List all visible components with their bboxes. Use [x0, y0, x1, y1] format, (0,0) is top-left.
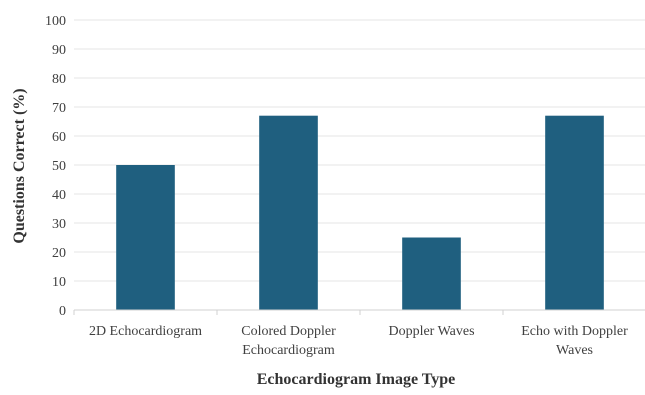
y-tick-label: 80 [52, 72, 66, 87]
x-category-label-line: Waves [556, 343, 593, 358]
y-tick-labels: 0 10 20 30 40 50 60 70 80 90 100 [45, 14, 66, 319]
y-tick-label: 40 [52, 188, 66, 203]
x-category-label-line: Echo with Doppler [521, 324, 628, 339]
y-tick-label: 30 [52, 217, 66, 232]
axes [73, 309, 645, 315]
bars [116, 115, 604, 310]
y-tick-label: 90 [52, 43, 66, 58]
x-category-label: Doppler Waves [388, 324, 474, 339]
bar [259, 115, 318, 310]
x-category-label-line: Echocardiogram [242, 343, 335, 358]
x-category-label-line: Doppler Waves [388, 324, 474, 339]
y-tick-label: 20 [52, 246, 66, 261]
x-category-label: Echo with Doppler Waves [521, 324, 628, 358]
y-tick-label: 50 [52, 159, 66, 174]
y-tick-label: 100 [45, 14, 66, 29]
bar [545, 115, 604, 310]
y-tick-label: 0 [59, 304, 66, 319]
bar [402, 237, 461, 310]
x-category-label: Colored Doppler Echocardiogram [241, 324, 336, 358]
x-axis-title: Echocardiogram Image Type [257, 371, 456, 388]
bar [116, 165, 175, 310]
x-category-label: 2D Echocardiogram [89, 324, 202, 339]
x-category-labels: 2D Echocardiogram Colored Doppler Echocard… [89, 324, 628, 358]
y-tick-label: 10 [52, 275, 66, 290]
y-tick-label: 60 [52, 130, 66, 145]
x-category-label-line: 2D Echocardiogram [89, 324, 202, 339]
y-axis-title: Questions Correct (%) [11, 88, 28, 243]
y-tick-label: 70 [52, 101, 66, 116]
x-category-label-line: Colored Doppler [241, 324, 336, 339]
